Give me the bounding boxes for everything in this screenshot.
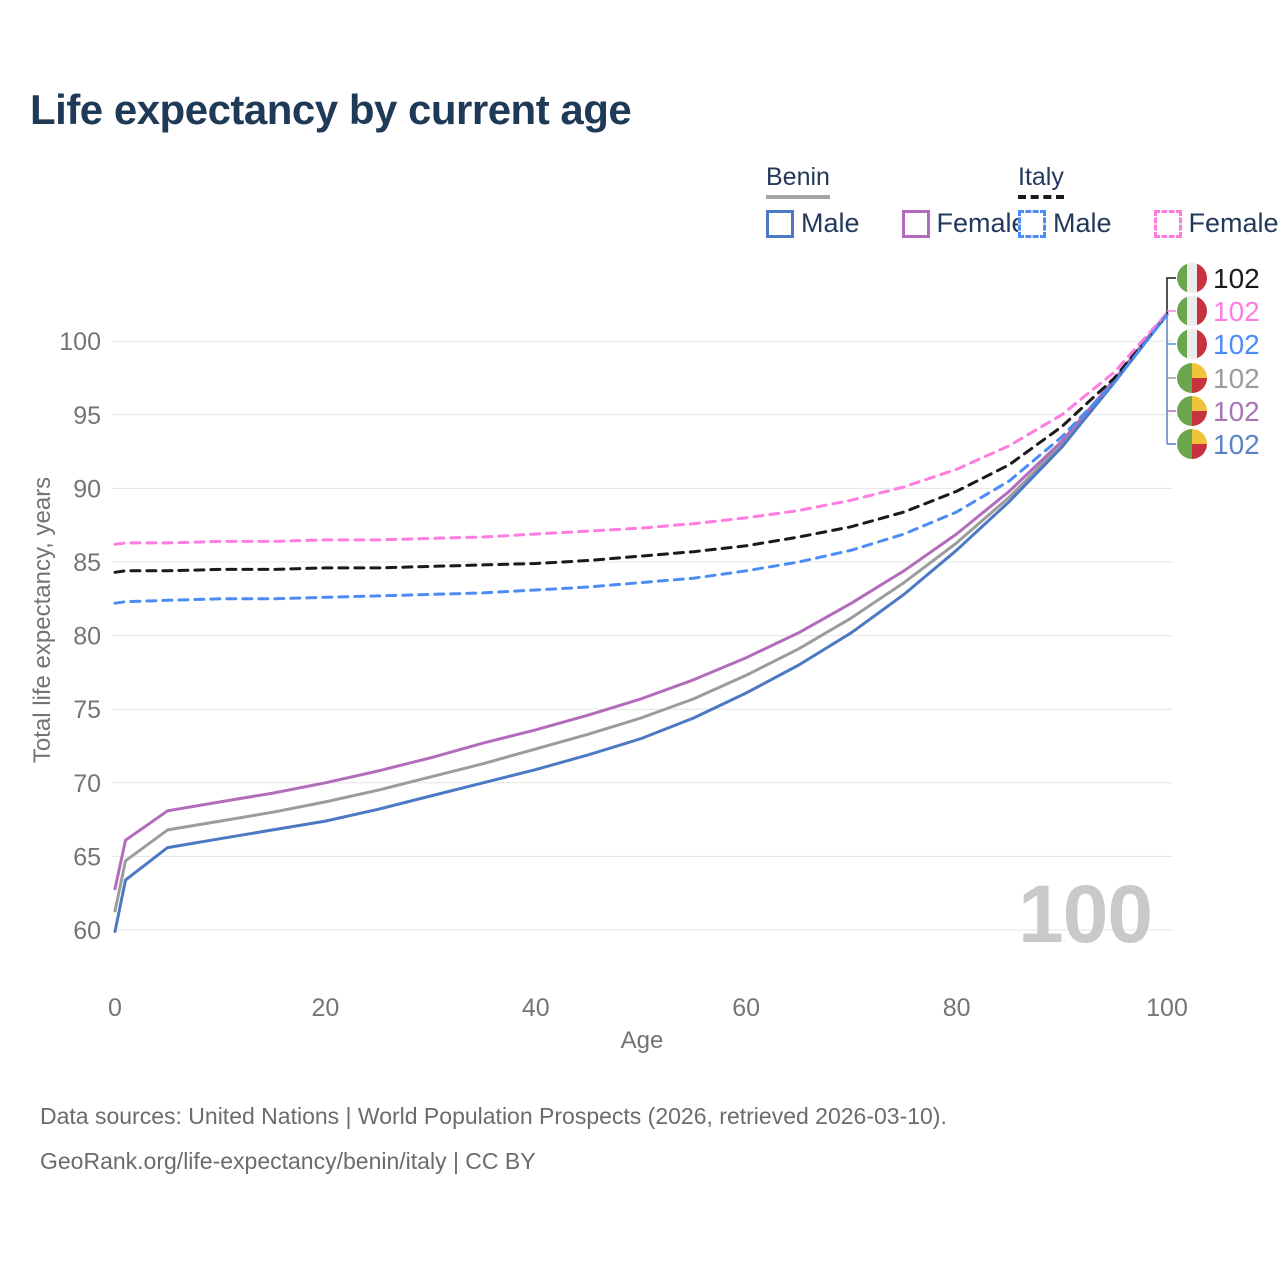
series-line-italy-male[interactable] — [113, 313, 1169, 605]
legend-item-italy-male[interactable]: Male — [1018, 208, 1112, 239]
y-tick-label: 60 — [73, 917, 101, 945]
legend-item-benin-male[interactable]: Male — [766, 208, 860, 239]
y-tick-label: 100 — [59, 328, 101, 356]
x-tick-label: 20 — [311, 994, 339, 1022]
endpoint-connector-top — [1166, 277, 1176, 314]
y-tick-label: 85 — [73, 549, 101, 577]
legend-item-label: Male — [801, 208, 860, 238]
italy-flag-icon — [1177, 329, 1207, 359]
series-end-label-benin-male[interactable]: 102 — [1177, 429, 1260, 460]
end-value-label: 102 — [1213, 296, 1260, 327]
series-end-label-italy-male[interactable]: 102 — [1177, 329, 1260, 360]
x-tick-label: 80 — [943, 994, 971, 1022]
chart-title: Life expectancy by current age — [30, 86, 632, 133]
legend-group-benin: Benin Male Female — [766, 163, 1027, 239]
x-axis-tick-labels: 0 20 40 60 80 100 — [108, 994, 1188, 1022]
y-tick-label: 75 — [73, 696, 101, 724]
benin-female-swatch-icon — [901, 209, 930, 238]
footer-attribution: GeoRank.org/life-expectancy/benin/italy … — [40, 1148, 536, 1174]
end-value-label: 102 — [1213, 429, 1260, 460]
end-value-label: 102 — [1213, 329, 1260, 360]
end-value-label: 102 — [1213, 396, 1260, 427]
series-end-label-benin-both[interactable]: 102 — [1177, 363, 1260, 394]
y-axis-tick-labels: 60 65 70 75 80 85 90 95 100 — [59, 328, 101, 945]
legend-group-title: Italy — [1018, 163, 1064, 199]
benin-flag-icon — [1177, 429, 1207, 459]
series-end-label-italy-female[interactable]: 102 — [1177, 296, 1260, 327]
italy-flag-icon — [1177, 296, 1207, 326]
y-tick-label: 65 — [73, 843, 101, 871]
x-tick-label: 100 — [1146, 994, 1188, 1022]
y-tick-label: 90 — [73, 475, 101, 503]
series-end-label-italy-both[interactable]: 102 — [1177, 263, 1260, 294]
legend-item-benin-female[interactable]: Female — [901, 208, 1027, 239]
legend-item-italy-female[interactable]: Female — [1153, 208, 1279, 239]
legend-group-italy: Italy Male Female — [1018, 163, 1279, 239]
y-gridlines — [112, 340, 1172, 931]
series-line-italy-both[interactable] — [113, 313, 1169, 574]
age-counter-watermark: 100 — [1018, 869, 1153, 960]
series-lines — [113, 311, 1169, 933]
y-tick-label: 80 — [73, 623, 101, 651]
italy-female-swatch-icon — [1153, 209, 1182, 238]
x-axis-title: Age — [621, 1027, 664, 1054]
benin-flag-icon — [1177, 396, 1207, 426]
x-tick-label: 40 — [522, 994, 550, 1022]
y-tick-label: 70 — [73, 770, 101, 798]
y-axis-title: Total life expectancy, years — [29, 477, 56, 763]
legend-group-title: Benin — [766, 163, 830, 199]
italy-male-swatch-icon — [1018, 209, 1046, 238]
legend-item-label: Male — [1053, 208, 1112, 238]
series-line-benin-male[interactable] — [113, 313, 1169, 933]
series-line-benin-both[interactable] — [113, 313, 1169, 913]
x-tick-label: 0 — [108, 994, 122, 1022]
footer-data-sources: Data sources: United Nations | World Pop… — [40, 1103, 947, 1129]
benin-flag-icon — [1177, 363, 1207, 393]
x-tick-label: 60 — [732, 994, 760, 1022]
series-line-benin-female[interactable] — [113, 311, 1169, 891]
end-value-label: 102 — [1213, 363, 1260, 394]
series-line-italy-female[interactable] — [113, 311, 1169, 546]
legend-item-label: Female — [1188, 208, 1279, 238]
chart-footer: Data sources: United Nations | World Pop… — [40, 1102, 947, 1192]
legend-item-label: Female — [936, 208, 1027, 238]
end-value-label: 102 — [1213, 263, 1260, 294]
y-tick-label: 95 — [73, 402, 101, 430]
benin-male-swatch-icon — [766, 209, 794, 238]
series-end-label-benin-female[interactable]: 102 — [1177, 396, 1260, 427]
italy-flag-icon — [1177, 263, 1207, 293]
